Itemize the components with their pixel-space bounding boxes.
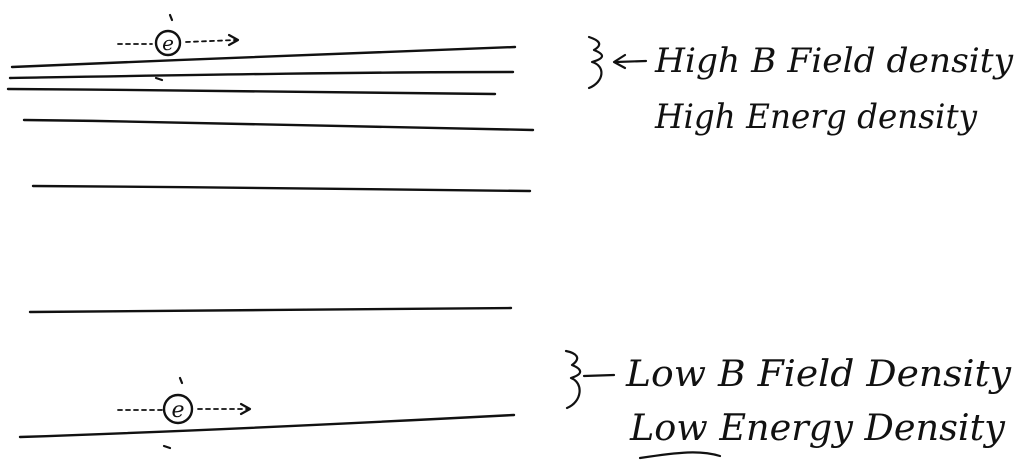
arrowhead-high <box>227 33 240 47</box>
low-label-line2: Low Energy Density <box>629 408 1006 449</box>
field-lines <box>6 45 535 439</box>
field-line-2 <box>8 70 515 80</box>
arrowhead-low <box>239 402 252 416</box>
field-line-4 <box>22 118 535 132</box>
electron-circle-high <box>154 29 182 57</box>
tick-mark-high-top <box>168 13 174 22</box>
low-density-annotation: Low B Field Density Low Energy Density <box>564 349 1012 460</box>
tick-mark-low-top <box>178 376 184 385</box>
electron-label-low: e <box>171 398 184 423</box>
electron-high: e <box>117 13 240 82</box>
high-density-annotation: High B Field density High Energ density <box>587 35 1014 137</box>
stray-pen-mark <box>638 451 722 460</box>
motion-trail-high-right <box>185 39 237 43</box>
high-label-line1: High B Field density <box>654 41 1014 81</box>
field-line-6 <box>28 306 513 314</box>
field-line-7 <box>18 413 516 439</box>
high-label-line2: High Energ density <box>654 97 978 137</box>
field-line-1 <box>10 45 517 69</box>
field-line-3 <box>6 87 497 96</box>
brace-low-tick <box>582 373 616 378</box>
tick-mark-low-bottom <box>162 444 172 450</box>
electron-circle-low <box>162 393 194 425</box>
electron-label-high: e <box>162 31 174 55</box>
brace-high <box>587 35 604 90</box>
tick-mark-high-bottom <box>154 76 164 82</box>
field-line-5 <box>31 184 532 193</box>
arrow-high-head <box>612 53 627 70</box>
brace-low <box>564 349 582 410</box>
electron-low: e <box>117 376 252 450</box>
arrow-high-shaft <box>614 59 648 64</box>
low-label-line1: Low B Field Density <box>625 354 1012 395</box>
